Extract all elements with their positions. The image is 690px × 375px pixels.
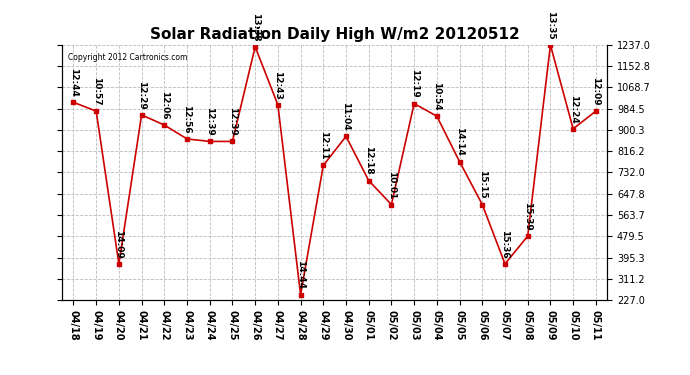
Text: Copyright 2012 Cartronics.com: Copyright 2012 Cartronics.com: [68, 53, 187, 62]
Text: 12:56: 12:56: [183, 105, 192, 134]
Text: 13:38: 13:38: [250, 13, 259, 41]
Text: 15:15: 15:15: [477, 170, 486, 199]
Title: Solar Radiation Daily High W/m2 20120512: Solar Radiation Daily High W/m2 20120512: [150, 27, 520, 42]
Text: 13:35: 13:35: [546, 11, 555, 39]
Text: 15:39: 15:39: [523, 202, 532, 231]
Text: 10:57: 10:57: [92, 77, 101, 106]
Text: 12:43: 12:43: [273, 70, 282, 99]
Text: 12:19: 12:19: [410, 69, 419, 98]
Text: 12:06: 12:06: [160, 91, 169, 120]
Text: 14:14: 14:14: [455, 127, 464, 156]
Text: 12:29: 12:29: [137, 81, 146, 110]
Text: 10:54: 10:54: [433, 82, 442, 111]
Text: 11:04: 11:04: [342, 102, 351, 131]
Text: 12:39: 12:39: [228, 107, 237, 136]
Text: 14:44: 14:44: [296, 260, 305, 289]
Text: 10:01: 10:01: [387, 171, 396, 199]
Text: 12:09: 12:09: [591, 77, 600, 106]
Text: 15:36: 15:36: [500, 230, 509, 258]
Text: 12:44: 12:44: [69, 68, 78, 97]
Text: 14:09: 14:09: [115, 230, 124, 258]
Text: 12:18: 12:18: [364, 146, 373, 175]
Text: 12:39: 12:39: [205, 107, 214, 136]
Text: 12:11: 12:11: [319, 131, 328, 160]
Text: 12:24: 12:24: [569, 94, 578, 123]
